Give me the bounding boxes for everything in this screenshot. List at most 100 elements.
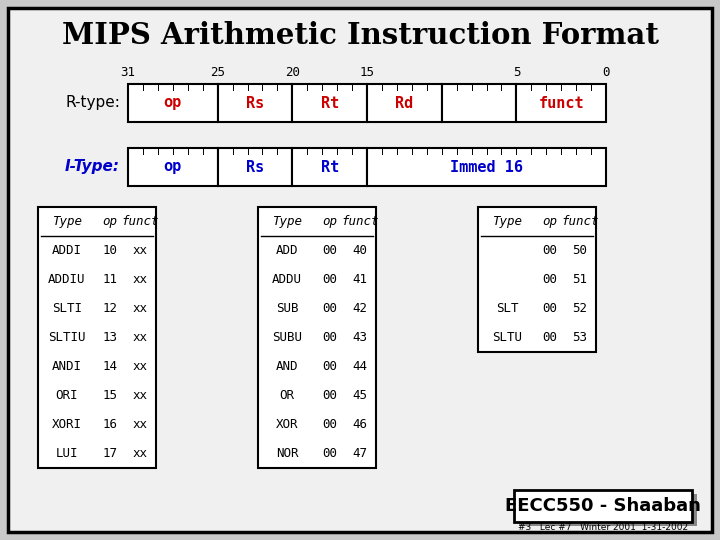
Text: 16: 16 [102,418,117,431]
Text: 52: 52 [572,302,588,315]
Text: xx: xx [132,418,148,431]
Text: SLT: SLT [496,302,518,315]
Text: #3   Lec #7   Winter 2001  1-31-2002: #3 Lec #7 Winter 2001 1-31-2002 [518,523,688,532]
Text: 00: 00 [323,360,338,373]
Text: Rt: Rt [320,159,339,174]
Text: 13: 13 [102,331,117,344]
Text: 43: 43 [353,331,367,344]
Text: 00: 00 [323,244,338,257]
Bar [478,207,596,352]
Text: Immed 16: Immed 16 [450,159,523,174]
Text: EECC550 - Shaaban: EECC550 - Shaaban [505,497,701,515]
Text: 00: 00 [542,331,557,344]
Text: I-Type:: I-Type: [65,159,120,174]
Bar [217,148,292,186]
Text: 42: 42 [353,302,367,315]
Text: ORI: ORI [55,389,78,402]
Text: op: op [102,215,117,228]
Text: 17: 17 [102,447,117,460]
Bar [38,207,156,468]
Text: 00: 00 [323,418,338,431]
Text: op: op [163,96,182,111]
Text: SUBU: SUBU [272,331,302,344]
Text: 40: 40 [353,244,367,257]
Bar [128,148,217,186]
Text: 00: 00 [323,273,338,286]
Text: 15: 15 [359,65,374,78]
Text: op: op [163,159,182,174]
Text: SLTU: SLTU [492,331,522,344]
Text: 45: 45 [353,389,367,402]
Text: 25: 25 [210,65,225,78]
Text: 41: 41 [353,273,367,286]
Text: funct: funct [562,215,599,228]
Text: AND: AND [276,360,298,373]
Text: xx: xx [132,447,148,460]
Text: 5: 5 [513,65,520,78]
Text: Rd: Rd [395,96,413,111]
Bar [128,84,217,122]
Text: 0: 0 [602,65,610,78]
Text: xx: xx [132,389,148,402]
Text: xx: xx [132,302,148,315]
Text: SUB: SUB [276,302,298,315]
Bar [292,148,367,186]
Text: Type: Type [492,215,522,228]
Text: op: op [323,215,338,228]
Text: 12: 12 [102,302,117,315]
Text: xx: xx [132,360,148,373]
Text: xx: xx [132,273,148,286]
Text: funct: funct [121,215,158,228]
Bar [516,84,606,122]
Text: xx: xx [132,331,148,344]
Text: 00: 00 [542,244,557,257]
Text: XORI: XORI [52,418,82,431]
Bar [441,84,516,122]
Text: ADDU: ADDU [272,273,302,286]
Text: Rt: Rt [320,96,339,111]
Text: 51: 51 [572,273,588,286]
Text: SLTIU: SLTIU [48,331,86,344]
Text: XOR: XOR [276,418,298,431]
Text: Type: Type [52,215,82,228]
Text: SLTI: SLTI [52,302,82,315]
Text: 00: 00 [323,331,338,344]
Bar [292,84,367,122]
Text: Type: Type [272,215,302,228]
Text: MIPS Arithmetic Instruction Format: MIPS Arithmetic Instruction Format [61,21,659,50]
Text: ADD: ADD [276,244,298,257]
Bar [367,84,441,122]
Text: ADDI: ADDI [52,244,82,257]
Text: Rs: Rs [246,96,264,111]
Text: R-type:: R-type: [65,96,120,111]
Text: 00: 00 [323,302,338,315]
Text: OR: OR [279,389,294,402]
Text: 00: 00 [323,389,338,402]
Text: ADDIU: ADDIU [48,273,86,286]
Bar [519,494,697,526]
Text: 00: 00 [542,273,557,286]
Bar [367,148,606,186]
Text: 46: 46 [353,418,367,431]
Text: 20: 20 [285,65,300,78]
Text: 15: 15 [102,389,117,402]
Text: funct: funct [539,96,584,111]
Text: 10: 10 [102,244,117,257]
Text: 47: 47 [353,447,367,460]
Text: 31: 31 [120,65,135,78]
Bar [514,490,692,522]
Text: xx: xx [132,244,148,257]
Text: op: op [542,215,557,228]
Text: 50: 50 [572,244,588,257]
Text: 44: 44 [353,360,367,373]
Text: Rs: Rs [246,159,264,174]
Text: 14: 14 [102,360,117,373]
Text: funct: funct [341,215,379,228]
Text: 00: 00 [542,302,557,315]
Text: ANDI: ANDI [52,360,82,373]
Text: 00: 00 [323,447,338,460]
Bar [258,207,376,468]
Text: 11: 11 [102,273,117,286]
Text: LUI: LUI [55,447,78,460]
Text: 53: 53 [572,331,588,344]
